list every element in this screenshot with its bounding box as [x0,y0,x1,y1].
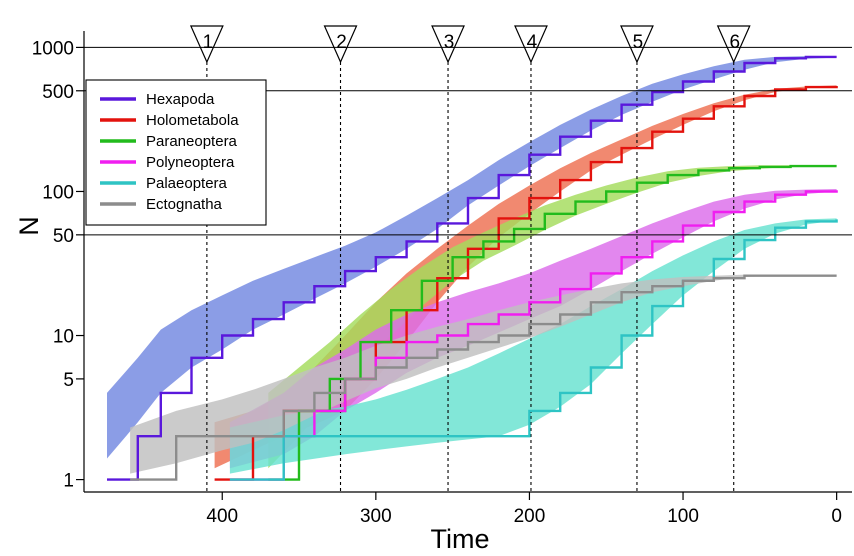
legend-label-polyneoptera: Polyneoptera [146,154,235,171]
legend-label-paraneoptera: Paraneoptera [146,133,238,150]
event-label-6: 6 [729,32,740,53]
event-triangle-4 [514,25,548,64]
line-ectognatha [130,274,837,481]
x-tick-label-400: 400 [206,506,238,527]
legend-label-palaeoptera: Palaeoptera [146,175,228,192]
y-tick-label-500: 500 [42,82,74,103]
event-triangle-3 [431,25,465,64]
y-tick-label-10: 10 [53,327,74,348]
y-tick-label-100: 100 [42,182,74,203]
legend-label-holometabola: Holometabola [146,112,239,129]
line-hexapoda [107,55,837,481]
x-tick-label-300: 300 [360,506,392,527]
band-paraneoptera [268,165,837,469]
plot-frame [83,31,852,493]
legend-label-ectognatha: Ectognatha [146,196,223,213]
x-tick-label-200: 200 [514,506,546,527]
event-triangle-1 [189,25,224,64]
y-tick-label-50: 50 [53,226,74,247]
y-tick-label-5: 5 [63,370,74,391]
x-axis-title: Time [431,524,490,554]
y-axis-title: N [14,216,44,236]
x-tick-label-100: 100 [667,506,699,527]
legend-box [85,79,267,226]
legend: Hexapoda Holometabola Paraneoptera Polyneop… [85,79,267,226]
x-tick-label-0: 0 [831,506,842,527]
uncertainty-bands [107,56,837,474]
legend-label-hexapoda: Hexapoda [146,91,215,108]
y-tick-label-1: 1 [63,471,74,492]
event-triangle-2 [323,25,358,64]
event-triangle-5 [620,25,654,64]
line-palaeoptera [229,219,838,481]
event-label-1: 1 [203,32,214,53]
event-label-3: 3 [444,32,455,53]
event-triangle-6 [716,25,751,64]
event-label-5: 5 [633,32,644,53]
y-tick-label-1000: 1000 [32,38,74,59]
band-ectognatha [130,274,837,474]
event-markers: 1 2 3 4 5 6 [189,25,751,492]
line-paraneoptera [268,164,837,481]
series-lines [107,55,838,481]
event-label-2: 2 [336,32,347,53]
event-label-4: 4 [527,32,538,53]
